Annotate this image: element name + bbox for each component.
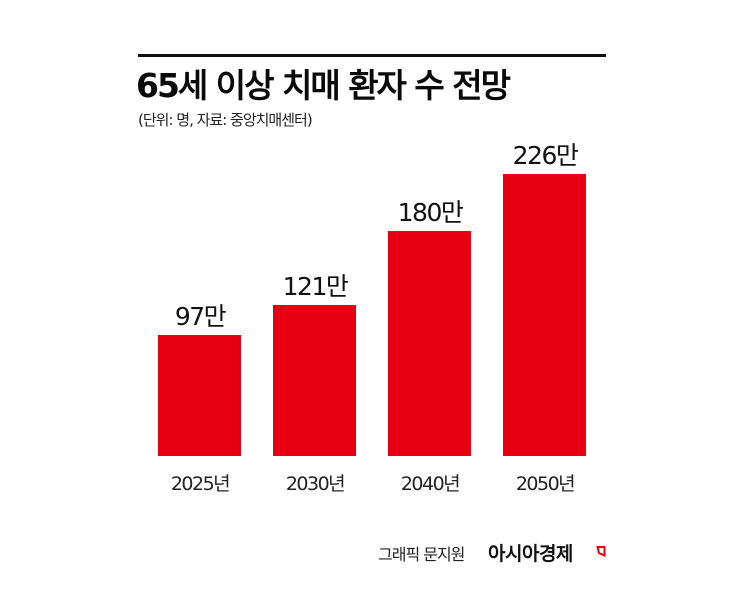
category-label: 2040년 — [400, 473, 461, 495]
graphic-credit: 그래픽 문지원 — [378, 545, 465, 564]
bar-value-label: 97만 — [174, 302, 227, 331]
category-label: 2030년 — [285, 473, 346, 495]
category-label: 2050년 — [515, 473, 576, 495]
bar-2050 — [503, 174, 586, 456]
top-rule — [138, 54, 606, 57]
bar-value-label: 180만 — [397, 198, 464, 227]
chart-title: 65세 이상 치매 환자 수 전망 — [136, 66, 511, 105]
bar-2030 — [273, 305, 356, 456]
category-label: 2025년 — [170, 473, 231, 495]
bar-value-label: 226만 — [512, 141, 579, 170]
brand-logo-text: 아시아경제 — [488, 543, 573, 565]
bar-2025 — [158, 335, 241, 456]
chart-subtitle: (단위: 명, 자료: 중앙치매센터) — [138, 111, 313, 129]
bar-2040 — [388, 231, 471, 456]
brand-mark-icon — [596, 546, 606, 557]
bar-value-label: 121만 — [282, 272, 349, 301]
